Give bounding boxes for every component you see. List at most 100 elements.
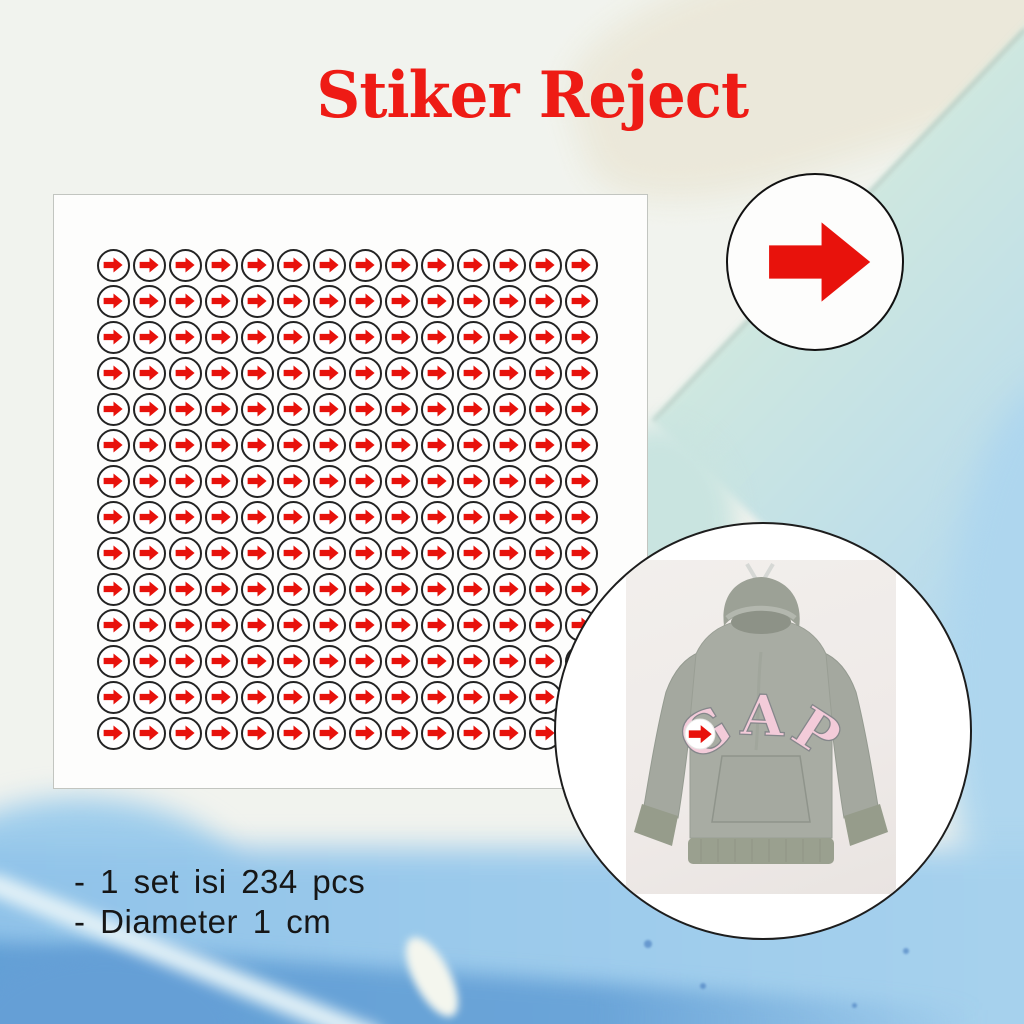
sticker-circle bbox=[312, 392, 346, 426]
arrow-right-icon bbox=[535, 653, 555, 669]
sticker-cell bbox=[311, 319, 347, 355]
sticker-cell bbox=[203, 463, 239, 499]
sticker-cell bbox=[239, 679, 275, 715]
sticker-cell bbox=[455, 427, 491, 463]
arrow-right-icon bbox=[175, 545, 195, 561]
arrow-right-icon bbox=[571, 401, 591, 417]
sticker-circle bbox=[96, 284, 130, 318]
sticker-circle bbox=[312, 428, 346, 462]
sticker-cell bbox=[527, 247, 563, 283]
sticker-cell bbox=[491, 715, 527, 751]
sticker-circle bbox=[240, 536, 274, 570]
product-photo: GAP bbox=[626, 560, 896, 894]
sticker-cell bbox=[95, 391, 131, 427]
arrow-right-icon bbox=[535, 257, 555, 273]
sticker-circle bbox=[492, 320, 526, 354]
sticker-circle bbox=[420, 572, 454, 606]
arrow-right-icon bbox=[499, 437, 519, 453]
arrow-right-icon bbox=[391, 401, 411, 417]
sticker-cell bbox=[311, 535, 347, 571]
sticker-cell bbox=[95, 427, 131, 463]
arrow-right-icon bbox=[211, 365, 231, 381]
arrow-right-icon bbox=[427, 581, 447, 597]
sticker-circle bbox=[204, 356, 238, 390]
sticker-cell bbox=[95, 319, 131, 355]
sticker-cell bbox=[95, 715, 131, 751]
sticker-circle bbox=[456, 644, 490, 678]
sticker-cell bbox=[347, 391, 383, 427]
sticker-cell bbox=[347, 319, 383, 355]
sticker-circle bbox=[204, 320, 238, 354]
sticker-circle bbox=[96, 320, 130, 354]
arrow-right-icon bbox=[463, 725, 483, 741]
arrow-right-icon bbox=[427, 509, 447, 525]
arrow-right-icon bbox=[535, 473, 555, 489]
sticker-cell bbox=[419, 319, 455, 355]
sticker-circle bbox=[420, 608, 454, 642]
sticker-cell bbox=[203, 571, 239, 607]
sticker-cell bbox=[167, 679, 203, 715]
arrow-right-icon bbox=[319, 473, 339, 489]
watercolor-speck bbox=[903, 948, 909, 954]
sticker-cell bbox=[491, 571, 527, 607]
sticker-circle bbox=[492, 572, 526, 606]
sticker-cell bbox=[563, 319, 599, 355]
sticker-circle bbox=[564, 356, 598, 390]
sticker-cell bbox=[491, 463, 527, 499]
sticker-cell bbox=[275, 283, 311, 319]
sticker-circle bbox=[528, 464, 562, 498]
sticker-circle bbox=[240, 356, 274, 390]
sticker-cell bbox=[131, 319, 167, 355]
sticker-cell bbox=[203, 643, 239, 679]
sticker-cell bbox=[311, 463, 347, 499]
sticker-circle bbox=[168, 716, 202, 750]
sticker-cell bbox=[203, 355, 239, 391]
sticker-circle bbox=[528, 392, 562, 426]
sticker-circle bbox=[96, 608, 130, 642]
sticker-cell bbox=[131, 607, 167, 643]
sticker-cell bbox=[527, 499, 563, 535]
sticker-cell bbox=[347, 679, 383, 715]
kangaroo-pocket bbox=[711, 755, 811, 823]
arrow-right-icon bbox=[319, 329, 339, 345]
sticker-circle bbox=[132, 392, 166, 426]
arrow-right-icon bbox=[535, 329, 555, 345]
arrow-right-icon bbox=[499, 617, 519, 633]
arrow-right-icon bbox=[211, 509, 231, 525]
arrow-right-icon bbox=[103, 473, 123, 489]
sticker-circle bbox=[384, 248, 418, 282]
sticker-circle bbox=[420, 356, 454, 390]
sticker-cell bbox=[131, 247, 167, 283]
sticker-cell bbox=[167, 571, 203, 607]
sticker-circle bbox=[348, 644, 382, 678]
sticker-circle bbox=[96, 644, 130, 678]
sticker-circle bbox=[312, 572, 346, 606]
sticker-circle bbox=[312, 608, 346, 642]
sticker-circle bbox=[492, 248, 526, 282]
sticker-cell bbox=[491, 247, 527, 283]
sticker-circle bbox=[456, 392, 490, 426]
arrow-right-icon bbox=[355, 545, 375, 561]
arrow-right-icon bbox=[463, 329, 483, 345]
sticker-circle bbox=[528, 356, 562, 390]
sticker-circle bbox=[132, 248, 166, 282]
sticker-cell bbox=[239, 535, 275, 571]
arrow-right-icon bbox=[535, 401, 555, 417]
sticker-circle bbox=[420, 500, 454, 534]
arrow-right-icon bbox=[247, 473, 267, 489]
arrow-right-icon bbox=[211, 617, 231, 633]
sticker-cell bbox=[131, 643, 167, 679]
arrow-right-icon bbox=[139, 653, 159, 669]
sticker-cell bbox=[275, 571, 311, 607]
sticker-circle bbox=[492, 644, 526, 678]
sticker-cell bbox=[527, 607, 563, 643]
sticker-circle bbox=[240, 464, 274, 498]
sticker-cell bbox=[167, 715, 203, 751]
arrow-right-icon bbox=[211, 545, 231, 561]
sticker-circle bbox=[528, 572, 562, 606]
arrow-right-icon bbox=[355, 689, 375, 705]
sticker-circle bbox=[420, 644, 454, 678]
arrow-right-icon bbox=[103, 725, 123, 741]
arrow-right-icon bbox=[535, 545, 555, 561]
arrow-right-icon bbox=[211, 581, 231, 597]
